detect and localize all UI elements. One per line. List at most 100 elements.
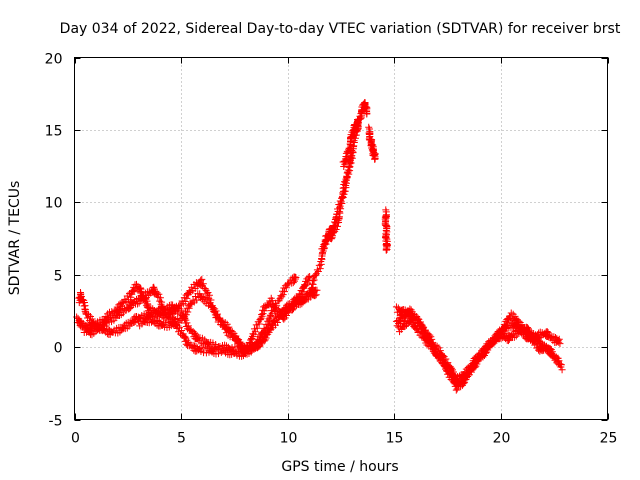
data-point xyxy=(199,293,207,301)
data-point xyxy=(264,330,272,338)
data-point xyxy=(496,329,504,337)
data-point xyxy=(515,317,523,325)
data-point xyxy=(116,311,124,319)
data-point xyxy=(156,294,164,302)
data-point xyxy=(312,291,320,299)
data-point xyxy=(260,307,268,315)
data-point xyxy=(518,324,526,332)
data-point xyxy=(120,321,128,329)
data-point xyxy=(347,159,355,167)
y-tick-label: 20 xyxy=(45,52,63,68)
data-point xyxy=(257,315,265,323)
data-point xyxy=(155,317,163,325)
data-point xyxy=(417,318,425,326)
data-point xyxy=(305,293,313,301)
data-point xyxy=(371,155,379,163)
data-point xyxy=(413,325,421,333)
data-point xyxy=(203,296,211,304)
data-point xyxy=(501,323,509,331)
data-point xyxy=(555,360,563,368)
y-tick-label: 15 xyxy=(45,124,63,140)
x-tick-label: 20 xyxy=(493,431,511,447)
data-point xyxy=(132,313,140,321)
data-point xyxy=(184,308,192,316)
data-point xyxy=(280,315,288,323)
data-point xyxy=(253,324,261,332)
series-arc-h xyxy=(381,206,391,254)
data-point xyxy=(558,366,566,374)
data-point xyxy=(304,273,312,281)
data-point xyxy=(170,309,178,317)
data-point xyxy=(310,276,318,284)
data-point xyxy=(98,326,106,334)
y-tick-label: 0 xyxy=(54,341,63,357)
data-point xyxy=(246,342,254,350)
data-point xyxy=(247,336,255,344)
data-point xyxy=(306,273,314,281)
y-axis-ticks: -5 0 5 10 15 20 xyxy=(45,52,608,430)
data-point xyxy=(262,334,270,342)
x-tick-label: 5 xyxy=(177,431,186,447)
data-point xyxy=(185,304,193,312)
data-point xyxy=(550,333,558,341)
data-point xyxy=(439,355,447,363)
data-point xyxy=(555,335,563,343)
data-point xyxy=(255,320,263,328)
y-tick-label: -5 xyxy=(49,414,63,430)
series-arc-f xyxy=(339,115,362,170)
data-point xyxy=(143,313,151,321)
data-point xyxy=(302,281,310,289)
data-marks xyxy=(73,99,566,394)
y-tick-label: 5 xyxy=(54,269,63,285)
data-point xyxy=(441,358,449,366)
data-point xyxy=(436,347,444,355)
data-point xyxy=(209,304,217,312)
data-point xyxy=(206,299,214,307)
data-point xyxy=(281,288,289,296)
data-point xyxy=(183,294,191,302)
data-point xyxy=(155,290,163,298)
data-point xyxy=(133,300,141,308)
data-point xyxy=(171,321,179,329)
data-point xyxy=(430,343,438,351)
data-point xyxy=(339,193,347,201)
data-point xyxy=(533,333,541,341)
data-point xyxy=(342,156,350,164)
data-point xyxy=(266,326,274,334)
data-point xyxy=(418,321,426,329)
data-point xyxy=(309,280,317,288)
series-arc-k xyxy=(395,315,563,394)
data-point xyxy=(337,205,345,213)
data-point xyxy=(548,348,556,356)
data-point xyxy=(446,370,454,378)
data-point xyxy=(344,166,352,174)
data-point xyxy=(201,285,209,293)
data-point xyxy=(228,328,236,336)
data-point xyxy=(271,304,279,312)
data-point xyxy=(469,363,477,371)
data-point xyxy=(317,260,325,268)
x-tick-label: 0 xyxy=(71,431,80,447)
data-point xyxy=(528,336,536,344)
data-point xyxy=(313,286,321,294)
data-point xyxy=(332,225,340,233)
data-point xyxy=(311,292,319,300)
x-tick-label: 15 xyxy=(386,431,404,447)
data-point xyxy=(212,307,220,315)
data-point xyxy=(215,350,223,358)
data-point xyxy=(540,346,548,354)
data-point xyxy=(298,300,306,308)
grid-lines xyxy=(74,57,608,420)
plot-frame xyxy=(74,57,608,420)
data-point xyxy=(78,318,86,326)
data-point xyxy=(279,291,287,299)
data-point xyxy=(315,261,323,269)
y-axis-title: SDTVAR / TECUs xyxy=(7,181,23,296)
data-point xyxy=(338,199,346,207)
data-point xyxy=(259,310,267,318)
data-point xyxy=(205,291,213,299)
data-point xyxy=(273,318,281,326)
data-point xyxy=(462,376,470,384)
data-point xyxy=(198,275,206,283)
